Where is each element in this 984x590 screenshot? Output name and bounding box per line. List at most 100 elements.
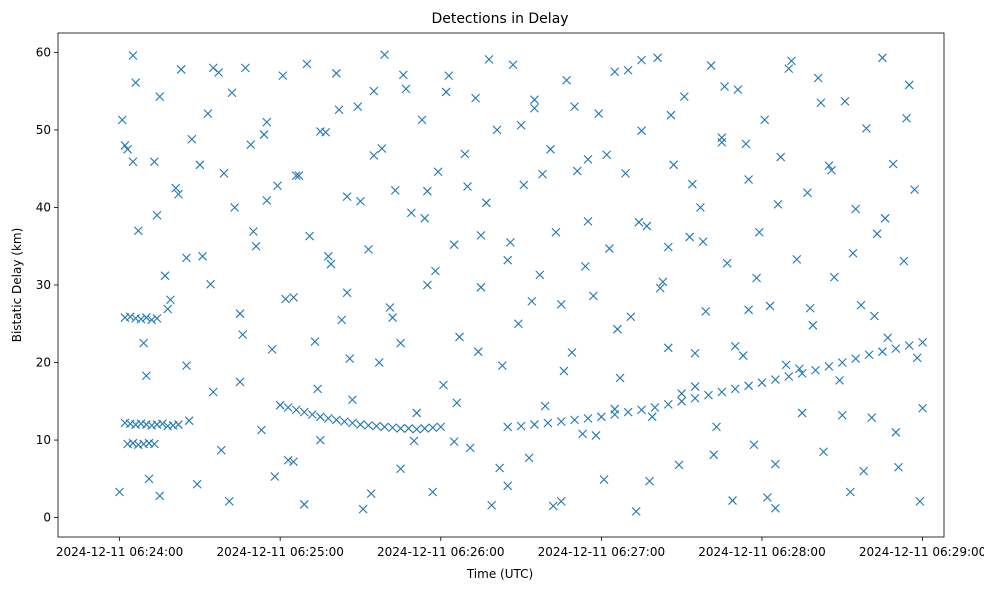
data-point	[795, 364, 804, 374]
data-point	[174, 189, 183, 199]
data-point	[837, 358, 847, 367]
data-point	[315, 435, 325, 445]
data-point	[235, 309, 245, 319]
data-point	[591, 431, 601, 440]
data-point	[160, 271, 170, 281]
data-point	[551, 227, 561, 237]
data-point	[155, 491, 165, 501]
data-point	[460, 149, 470, 159]
data-point	[696, 203, 705, 212]
data-point	[433, 167, 443, 177]
data-point	[653, 53, 662, 63]
data-point	[203, 109, 213, 119]
data-point	[476, 230, 486, 240]
data-point	[613, 324, 622, 334]
data-point	[216, 445, 226, 455]
data-point	[342, 288, 352, 298]
data-point	[650, 403, 660, 412]
data-point	[227, 88, 237, 98]
data-point	[583, 413, 593, 423]
data-point	[128, 438, 138, 448]
data-point	[380, 422, 389, 432]
data-point	[208, 63, 218, 73]
data-point	[687, 179, 697, 189]
data-point	[570, 415, 579, 425]
data-point	[246, 140, 256, 150]
data-point	[345, 354, 355, 364]
data-point	[816, 98, 826, 108]
data-point	[337, 315, 347, 325]
data-point	[548, 501, 558, 511]
data-point	[503, 422, 513, 432]
data-point	[449, 437, 459, 447]
x-tick-label: 2024-12-11 06:24:00	[56, 545, 183, 559]
data-point	[824, 161, 834, 170]
data-point	[503, 481, 513, 491]
data-point	[647, 412, 657, 422]
plot-frame	[57, 32, 945, 538]
data-point	[594, 109, 604, 119]
data-point	[765, 301, 775, 311]
data-point	[147, 315, 157, 325]
data-point	[141, 371, 151, 381]
data-point	[128, 157, 138, 167]
data-point	[784, 64, 794, 74]
data-point	[366, 489, 376, 498]
data-point	[257, 425, 266, 435]
data-point	[805, 303, 815, 313]
data-point	[436, 422, 446, 432]
data-point	[187, 134, 197, 144]
data-point	[398, 70, 408, 80]
data-point	[420, 213, 430, 223]
data-point	[717, 387, 727, 397]
data-point	[848, 248, 858, 258]
data-point	[495, 463, 505, 473]
data-point	[792, 255, 802, 264]
data-point	[690, 382, 700, 391]
data-point	[770, 459, 780, 469]
data-point	[235, 377, 245, 387]
data-point	[527, 296, 537, 306]
data-point	[380, 50, 389, 60]
data-point	[310, 337, 320, 346]
data-point	[431, 266, 440, 276]
data-point	[208, 387, 218, 397]
data-point	[508, 60, 518, 70]
data-point	[158, 419, 167, 429]
data-point	[918, 403, 927, 413]
data-point	[423, 186, 432, 196]
data-point	[808, 320, 818, 330]
x-tick-label: 2024-12-11 06:25:00	[216, 545, 343, 559]
data-point	[851, 354, 861, 364]
data-point	[240, 63, 250, 73]
data-point	[918, 337, 927, 347]
data-point	[588, 291, 598, 301]
data-point	[390, 186, 400, 195]
data-point	[752, 273, 762, 283]
data-point	[334, 105, 344, 115]
data-point	[262, 117, 272, 127]
data-point	[452, 398, 462, 408]
series-1	[503, 337, 927, 432]
data-point	[428, 423, 438, 433]
data-point	[155, 92, 165, 101]
data-point	[149, 439, 159, 449]
data-point	[663, 400, 673, 409]
data-point	[757, 378, 767, 388]
data-point	[369, 86, 379, 96]
chart-title: Detections in Delay	[431, 11, 568, 27]
data-point	[744, 305, 753, 315]
data-point	[492, 125, 502, 135]
data-point	[730, 384, 740, 394]
data-point	[356, 196, 365, 206]
y-tick-label: 40	[36, 200, 51, 214]
data-point	[388, 423, 397, 433]
data-point	[299, 500, 309, 509]
data-point	[637, 405, 646, 415]
data-point	[864, 350, 874, 360]
data-point	[353, 102, 363, 112]
data-point	[115, 487, 124, 497]
data-point	[915, 496, 925, 506]
y-tick-label: 50	[36, 123, 51, 137]
